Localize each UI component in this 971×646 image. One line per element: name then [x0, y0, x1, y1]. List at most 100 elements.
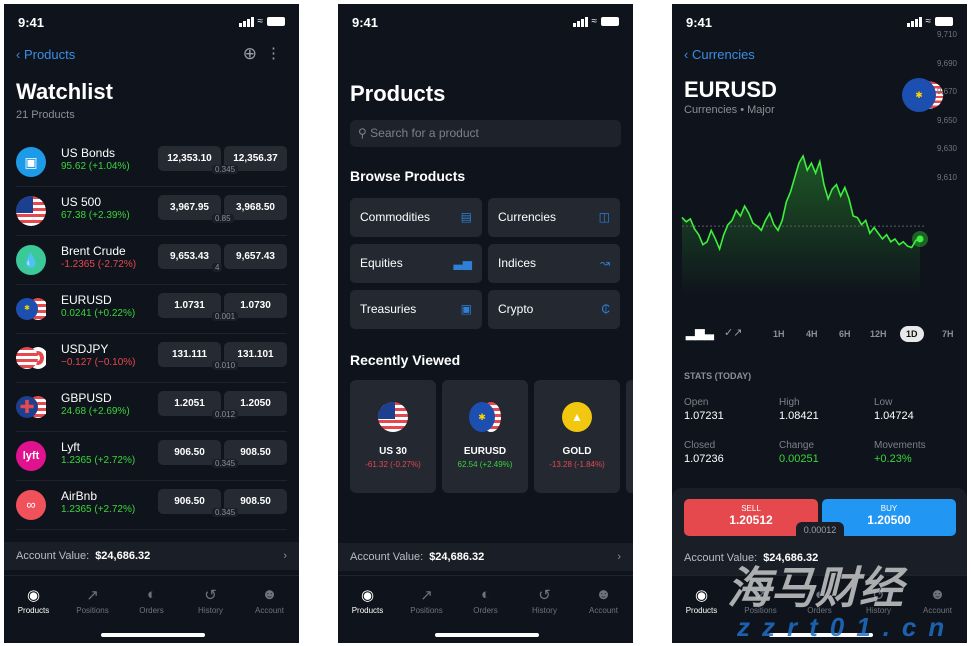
account-value-bar[interactable]: Account Value: $24,686.32 ›	[4, 542, 299, 570]
sell-price-button[interactable]: 1.2051	[158, 391, 221, 416]
spread-value: 0.345	[212, 459, 239, 468]
stats-title: STATS (TODAY)	[684, 371, 752, 381]
watchlist-row[interactable]: US 500 67.38 (+2.39%) 3,967.95 3,968.50 …	[16, 187, 287, 236]
product-name: GBPUSD	[61, 391, 112, 405]
timeframe-1d[interactable]: 1D	[900, 326, 924, 342]
sell-price-button[interactable]: 131.111	[158, 342, 221, 367]
watchlist-row[interactable]: lyft Lyft 1.2365 (+2.72%) 906.50 908.50 …	[16, 432, 287, 481]
tab-products[interactable]: ◉ Products	[4, 576, 63, 643]
crypto-icon: ₵	[601, 302, 610, 316]
buy-price-button[interactable]: 9,657.43	[224, 244, 287, 269]
banknote-icon: ◫	[598, 210, 610, 224]
sell-price-button[interactable]: 3,967.95	[158, 195, 221, 220]
status-icons: ≈	[238, 16, 285, 27]
tab-positions[interactable]: ↗ Positions	[63, 576, 122, 643]
recent-card[interactable]: ▲ GOLD -13.28 (-1.84%)	[534, 380, 620, 493]
sell-price-button[interactable]: 12,353.10	[158, 146, 221, 171]
back-label: Currencies	[691, 47, 755, 62]
indicator-icon[interactable]: ✓↗	[724, 327, 743, 339]
bar-growth-icon: ▃▅	[453, 256, 472, 270]
timeframe-4h[interactable]: 4H	[806, 329, 818, 339]
watchlist-row[interactable]: USDJPY −0.127 (−0.10%) 131.111 131.101 0…	[16, 334, 287, 383]
tab-products[interactable]: ◉ Products	[338, 576, 397, 643]
watchlist-row[interactable]: 💧 Brent Crude -1.2365 (-2.72%) 9,653.43 …	[16, 236, 287, 285]
back-button[interactable]: ‹ Products	[16, 47, 76, 62]
account-label: Account Value:	[684, 552, 758, 564]
line-chart-icon: ↝	[599, 256, 610, 270]
product-name: EURUSD	[61, 293, 112, 307]
stat-change: Change 0.00251	[779, 440, 819, 465]
timeframe-1h[interactable]: 1H	[773, 329, 785, 339]
tab-orders[interactable]: ◐ Orders	[122, 576, 181, 643]
tab-orders[interactable]: ◐ Orders	[456, 576, 515, 643]
battery-icon	[935, 17, 953, 26]
recent-card-partial[interactable]	[626, 380, 633, 493]
sell-price-button[interactable]: 906.50	[158, 440, 221, 465]
last-point	[916, 235, 924, 243]
stat-value: 1.07236	[684, 453, 724, 465]
category-equities[interactable]: Equities ▃▅	[350, 244, 482, 283]
sell-price-button[interactable]: 9,653.43	[158, 244, 221, 269]
add-icon[interactable]: ⊕	[242, 44, 257, 63]
timeframe-6h[interactable]: 6H	[839, 329, 851, 339]
watchlist-row[interactable]: ∞ AirBnb 1.2365 (+2.72%) 906.50 908.50 0…	[16, 481, 287, 530]
category-label: Indices	[498, 256, 537, 270]
buy-price-button[interactable]: 1.2050	[224, 391, 287, 416]
history-icon: ↺	[872, 587, 885, 604]
search-input[interactable]: ⚲ Search for a product	[350, 120, 621, 147]
tab-account[interactable]: ☻ Account	[574, 576, 633, 643]
tab-orders[interactable]: ◐ Orders	[790, 576, 849, 643]
sell-label: SELL	[741, 504, 761, 513]
spread-value: 4	[212, 263, 223, 272]
sell-button[interactable]: SELL 1.20512	[684, 499, 818, 536]
trend-icon: ↗	[86, 587, 99, 604]
tab-history[interactable]: ↺ History	[849, 576, 908, 643]
signal-icon	[906, 16, 922, 27]
flame-icon: ◉	[26, 587, 41, 604]
price-chart[interactable]	[672, 134, 967, 314]
buy-button[interactable]: BUY 1.20500	[822, 499, 956, 536]
tab-history[interactable]: ↺ History	[515, 576, 574, 643]
tab-positions[interactable]: ↗ Positions	[397, 576, 456, 643]
buy-label: BUY	[880, 504, 898, 513]
recent-card[interactable]: US 30 -61.32 (-0.27%)	[350, 380, 436, 493]
product-count: 21 Products	[16, 109, 75, 121]
account-value-bar[interactable]: Account Value: $24,686.32 ›	[338, 543, 633, 571]
recent-change: -13.28 (-1.84%)	[549, 460, 605, 469]
eu-us-flag-icon: ✱	[902, 78, 944, 112]
tab-products[interactable]: ◉ Products	[672, 576, 731, 643]
watchlist-row[interactable]: ✱ EURUSD 0.0241 (+0.22%) 1.0731 1.0730 0…	[16, 285, 287, 334]
recent-change: -61.32 (-0.27%)	[365, 460, 421, 469]
stat-label: Low	[874, 397, 893, 408]
category-treasuries[interactable]: Treasuries ▣	[350, 290, 482, 329]
stat-value: 1.08421	[779, 410, 819, 422]
chart-area	[682, 156, 920, 294]
tab-positions[interactable]: ↗ Positions	[731, 576, 790, 643]
back-button[interactable]: ‹ Currencies	[684, 47, 755, 62]
stat-value: 1.04724	[874, 410, 914, 422]
chart-type-icon[interactable]: ▂▆▃	[686, 326, 714, 340]
wifi-icon: ≈	[925, 16, 932, 27]
account-icon: ☻	[261, 586, 278, 603]
bond-icon: ▣	[16, 147, 46, 177]
category-indices[interactable]: Indices ↝	[488, 244, 620, 283]
tab-account[interactable]: ☻ Account	[240, 576, 299, 643]
timeframe-7h[interactable]: 7H	[942, 329, 954, 339]
category-commodities[interactable]: Commodities ▤	[350, 198, 482, 237]
stat-open: Open 1.07231	[684, 397, 724, 422]
tab-account[interactable]: ☻ Account	[908, 576, 967, 643]
tab-history[interactable]: ↺ History	[181, 576, 240, 643]
timeframe-12h[interactable]: 12H	[870, 329, 887, 339]
watchlist-row[interactable]: ▣ US Bonds 95.62 (+1.04%) 12,353.10 12,3…	[16, 138, 287, 187]
more-icon[interactable]: ⋮	[266, 45, 281, 62]
sell-price-button[interactable]: 906.50	[158, 489, 221, 514]
battery-icon	[601, 17, 619, 26]
category-currencies[interactable]: Currencies ◫	[488, 198, 620, 237]
recent-card[interactable]: ✱ EURUSD 62.54 (+2.49%)	[442, 380, 528, 493]
y-tick-label: 9,630	[936, 144, 957, 154]
buy-price-button[interactable]: 3,968.50	[224, 195, 287, 220]
account-value-bar[interactable]: Account Value: $24,686.32	[672, 544, 967, 572]
sell-price-button[interactable]: 1.0731	[158, 293, 221, 318]
watchlist-row[interactable]: ✚ GBPUSD 24.68 (+2.69%) 1.2051 1.2050 0.…	[16, 383, 287, 432]
category-crypto[interactable]: Crypto ₵	[488, 290, 620, 329]
